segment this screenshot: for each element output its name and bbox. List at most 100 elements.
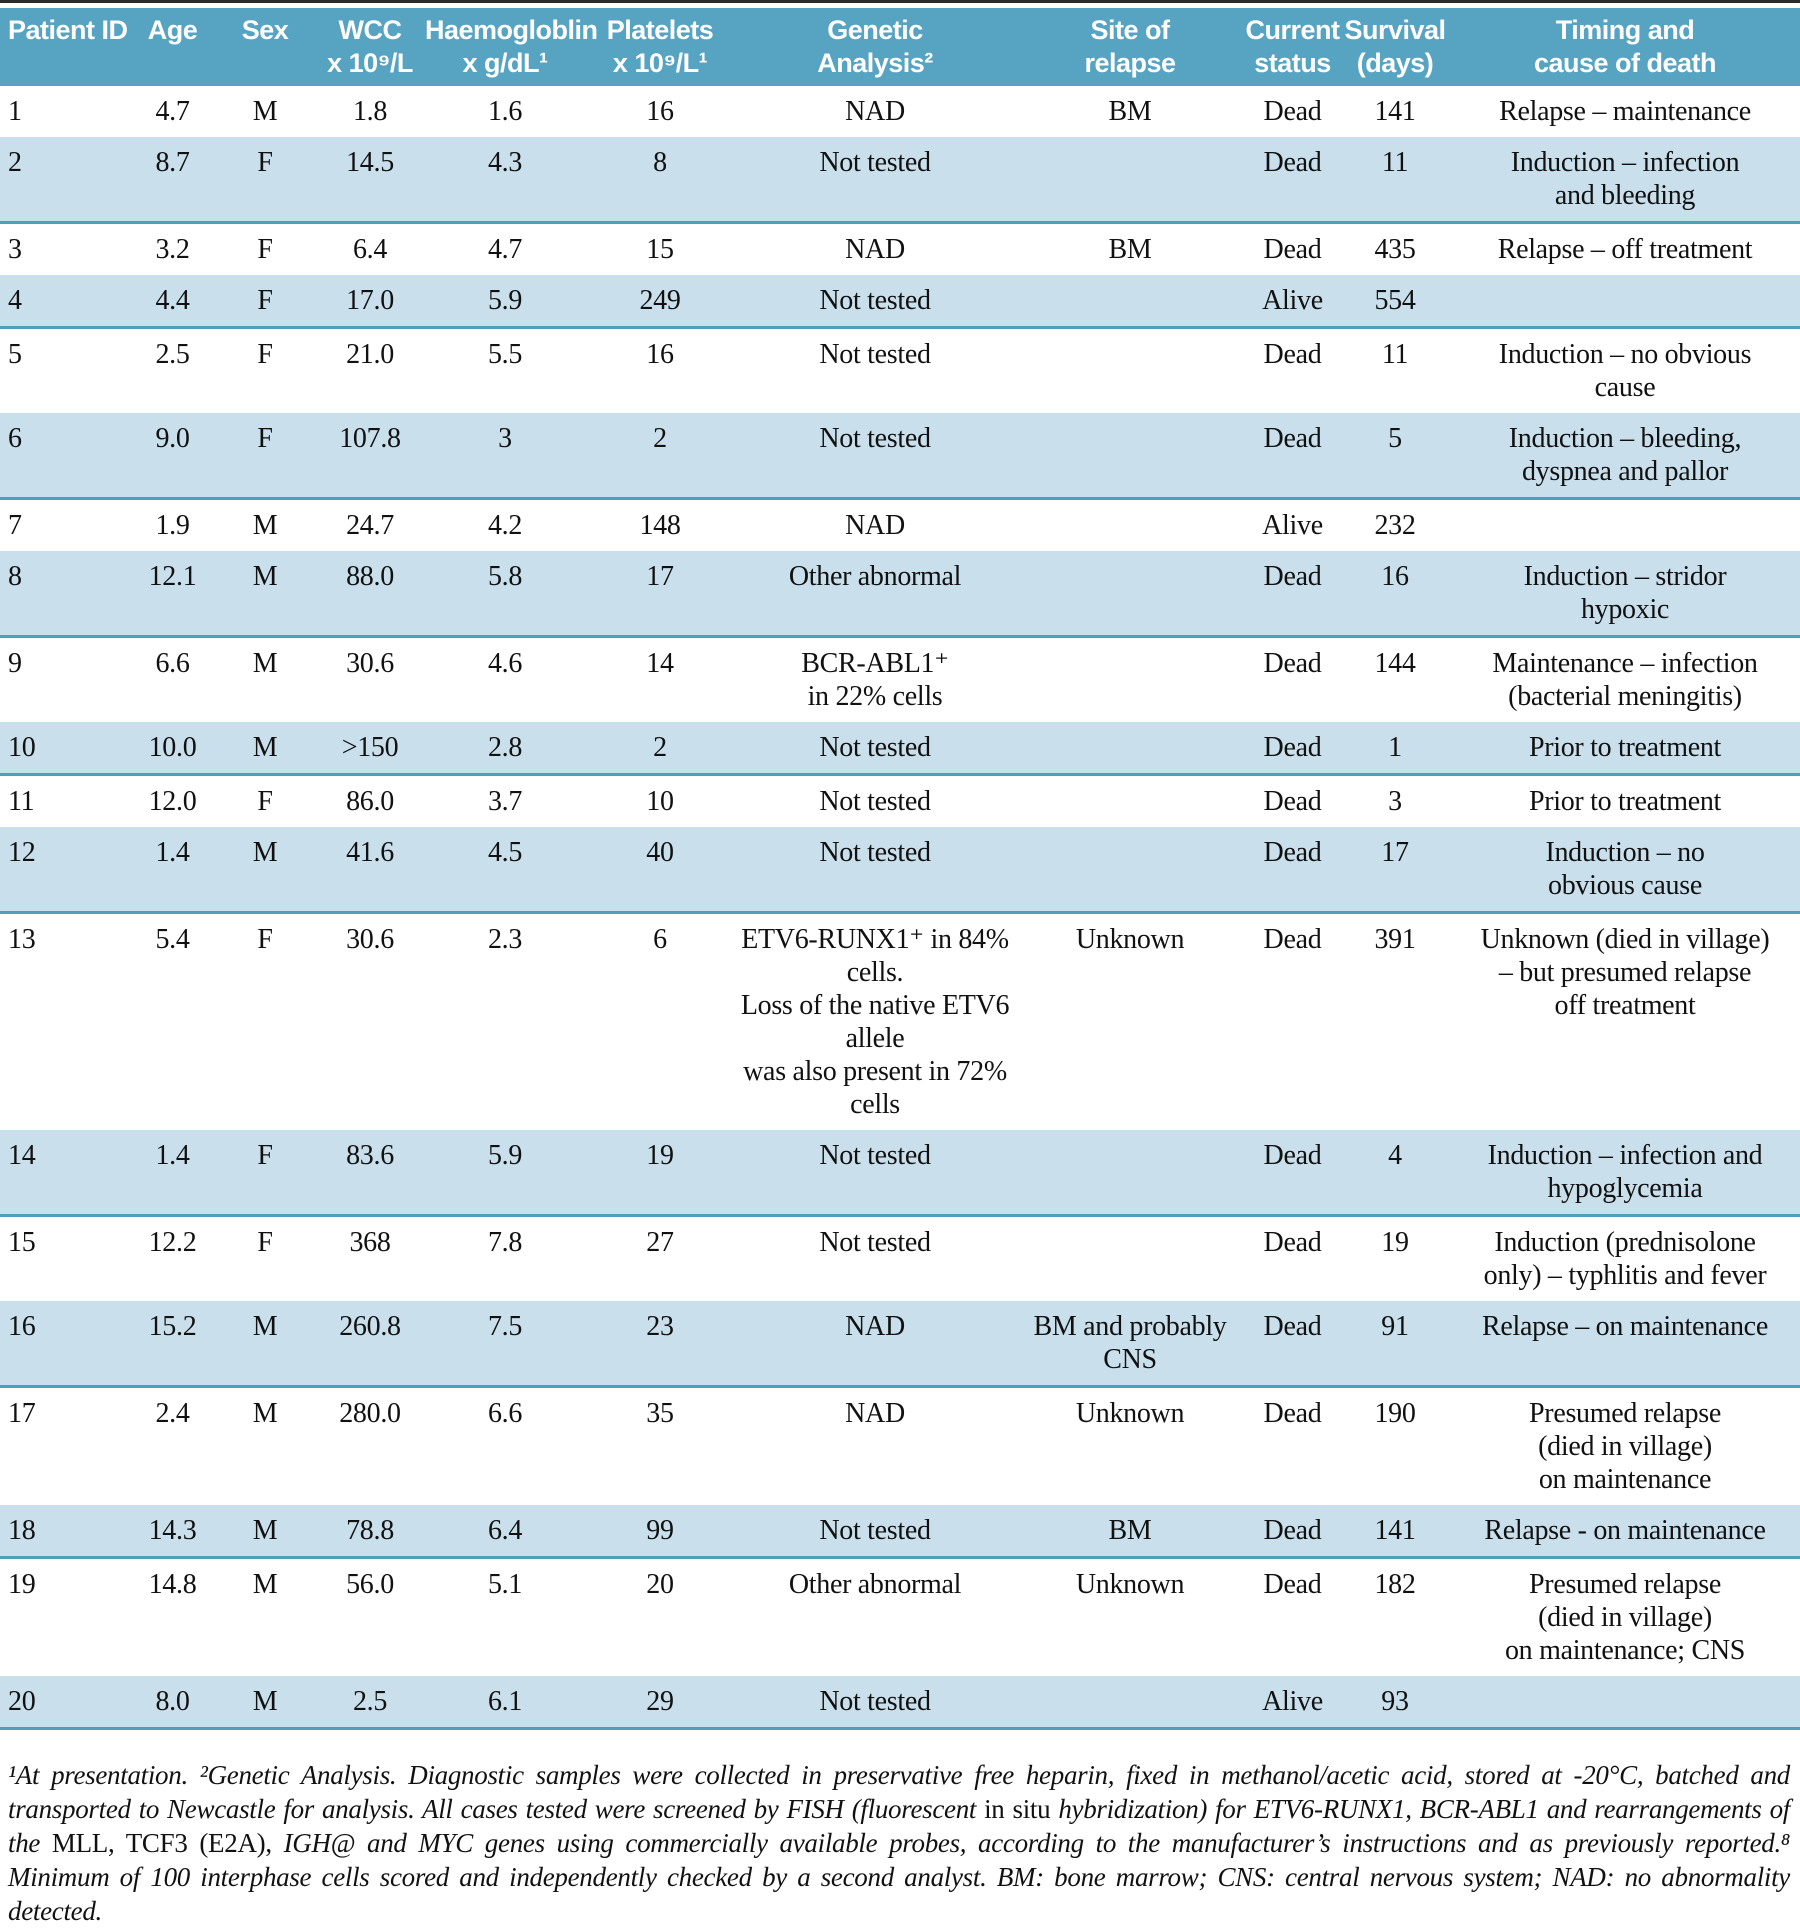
table-cell: 17 [8, 1398, 36, 1429]
table-cell: Not tested [819, 1227, 931, 1258]
table-cell: Dead [1245, 722, 1340, 776]
table-row: 14 1.4 F 83.6 5.9 19 Not tested Dead 4 Induction … [0, 1130, 1800, 1217]
table-cell: F [215, 413, 315, 500]
table-cell: Not tested [735, 827, 1015, 914]
table-cell: F [257, 924, 273, 955]
table-cell: 15 [646, 234, 674, 265]
table-cell: M [215, 827, 315, 914]
table-cell: M [252, 510, 278, 541]
table-cell: BM [1015, 1505, 1245, 1559]
table-cell: Not tested [735, 1130, 1015, 1217]
table-cell: Induction – bleeding, dyspnea and pallor [1450, 413, 1800, 500]
table-top-rule [0, 0, 1800, 3]
table-cell: 182 [1374, 1569, 1416, 1600]
column-header-platelets: Platelets x 10⁹/L¹ [585, 8, 735, 86]
table-header-row: Patient ID Age Sex WCC x 10⁹/L Haemoglob… [0, 8, 1800, 86]
table-cell: 12.2 [148, 1227, 197, 1258]
table-cell [1015, 722, 1245, 776]
table-cell: 5.9 [425, 275, 585, 329]
table-cell: 14.3 [130, 1505, 215, 1559]
table-cell: 27 [646, 1227, 674, 1258]
table-cell: 391 [1374, 924, 1416, 955]
table-row: 8 12.1 M 88.0 5.8 17 Other abnormal Dead 16 Induc… [0, 551, 1800, 638]
table-row: 5 2.5 F 21.0 5.5 16 Not tested Dead 11 Induction … [0, 328, 1800, 414]
table-cell: 14.5 [315, 137, 425, 224]
table-cell: BCR-ABL1⁺ in 22% cells [801, 648, 949, 712]
table-cell: 554 [1340, 275, 1450, 329]
table-cell: Not tested [819, 786, 931, 817]
table-cell: NAD [845, 1398, 905, 1429]
table-cell [1015, 1130, 1245, 1217]
table-cell [1450, 1676, 1800, 1730]
table-cell: 30.6 [346, 648, 394, 679]
table-row: 20 8.0 M 2.5 6.1 29 Not tested Alive 93 [0, 1676, 1800, 1730]
table-cell: Maintenance – infection (bacterial menin… [1492, 648, 1758, 712]
table-cell: Presumed relapse (died in village) on ma… [1529, 1398, 1721, 1495]
table-cell: 7.8 [487, 1227, 523, 1258]
footnote-roman-segment: MLL, TCF3 (E2A), [51, 1828, 284, 1858]
table-cell: 4.6 [487, 648, 523, 679]
table-cell: Dead [1263, 924, 1322, 955]
table-cell: 232 [1374, 510, 1416, 541]
table-cell: 6 [0, 413, 130, 500]
table-cell: 260.8 [315, 1301, 425, 1388]
table-cell: Dead [1263, 339, 1322, 370]
table-cell: 15.2 [130, 1301, 215, 1388]
table-cell: M [252, 1398, 278, 1429]
table-cell: 83.6 [315, 1130, 425, 1217]
table-cell: Unknown [1075, 1569, 1185, 1600]
table-cell: Not tested [735, 1505, 1015, 1559]
table-cell: Alive [1245, 275, 1340, 329]
table-cell: 14.8 [148, 1569, 197, 1600]
table-cell: 6.4 [425, 1505, 585, 1559]
table-cell [1015, 1216, 1245, 1302]
table-cell: 24.7 [346, 510, 394, 541]
table-cell: 35 [646, 1398, 674, 1429]
table-cell: 2 [585, 722, 735, 776]
table-cell: M [252, 1569, 278, 1600]
table-cell: 368 [349, 1227, 391, 1258]
table-cell [1450, 275, 1800, 329]
table-cell: F [257, 234, 273, 265]
table-cell: 2.3 [487, 924, 523, 955]
column-header-timing-cause-of-death: Timing and cause of death [1450, 8, 1800, 86]
table-row: 9 6.6 M 30.6 4.6 14 BCR-ABL1⁺ in 22% cells Dead… [0, 637, 1800, 723]
table-cell: 3 [425, 413, 585, 500]
table-cell: NAD [845, 510, 905, 541]
table-cell: Relapse – maintenance [1499, 96, 1751, 127]
table-cell: 190 [1374, 1398, 1416, 1429]
table-cell: 29 [585, 1676, 735, 1730]
table-cell: Not tested [819, 339, 931, 370]
table-cell: BM [1108, 96, 1152, 127]
table-cell: Dead [1245, 137, 1340, 224]
table-cell: NAD [735, 1301, 1015, 1388]
table-cell: 11 [1381, 339, 1409, 370]
table-row: 11 12.0 F 86.0 3.7 10 Not tested Dead 3 Prior to … [0, 775, 1800, 828]
table-cell: Unknown [1075, 1398, 1185, 1429]
table-cell: 12.0 [148, 786, 197, 817]
table-cell: 18 [0, 1505, 130, 1559]
table-cell [1450, 499, 1800, 552]
table-cell: 141 [1374, 96, 1416, 127]
table-cell: 8.0 [130, 1676, 215, 1730]
table-cell: 1.9 [155, 510, 190, 541]
table-cell: Other abnormal [788, 1569, 962, 1600]
table-cell [1015, 827, 1245, 914]
table-cell: 16 [646, 339, 674, 370]
table-cell: 6.6 [487, 1398, 523, 1429]
table-cell: 1.6 [487, 96, 523, 127]
table-cell: M [215, 722, 315, 776]
table-row: 6 9.0 F 107.8 3 2 Not tested Dead 5 Induction – b… [0, 413, 1800, 500]
column-header-current-status: Current status [1245, 8, 1340, 86]
table-cell: NAD [845, 96, 905, 127]
table-cell: 5.9 [425, 1130, 585, 1217]
table-cell: 107.8 [315, 413, 425, 500]
table-cell: 40 [585, 827, 735, 914]
table-cell: Induction – no obvious cause [1498, 339, 1752, 403]
table-cell: 9.0 [130, 413, 215, 500]
table-cell: Alive [1245, 1676, 1340, 1730]
column-header-sex: Sex [215, 8, 315, 86]
table-cell: Dead [1263, 1227, 1322, 1258]
table-cell: 280.0 [339, 1398, 401, 1429]
table-row: 13 5.4 F 30.6 2.3 6 ETV6-RUNX1⁺ in 84% cells. … [0, 913, 1800, 1131]
